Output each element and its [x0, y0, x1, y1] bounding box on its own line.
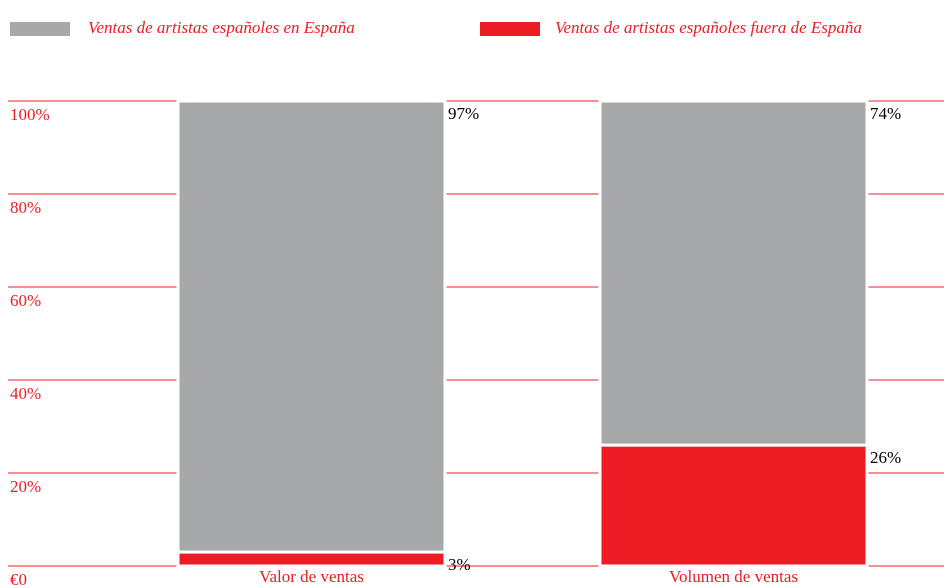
value-label: 26% [870, 448, 901, 467]
value-label: 3% [448, 555, 471, 574]
bar-segment [176, 99, 447, 554]
y-tick-label: €0 [10, 570, 27, 588]
legend-label: Ventas de artistas españoles en España [88, 18, 355, 37]
y-tick-label: 60% [10, 291, 41, 310]
y-tick-label: 40% [10, 384, 41, 403]
bar-segment [176, 550, 447, 568]
bar-segment [598, 99, 869, 447]
x-tick-label: Valor de ventas [259, 567, 364, 586]
x-tick-label: Volumen de ventas [669, 567, 798, 586]
y-tick-label: 20% [10, 477, 41, 496]
legend-swatch [480, 22, 540, 36]
value-label: 97% [448, 104, 479, 123]
value-label: 74% [870, 104, 901, 123]
bar-segment [598, 443, 869, 568]
y-tick-label: 80% [10, 198, 41, 217]
legend-swatch [10, 22, 70, 36]
y-tick-label: 100% [10, 105, 50, 124]
legend-label: Ventas de artistas españoles fuera de Es… [555, 18, 862, 37]
